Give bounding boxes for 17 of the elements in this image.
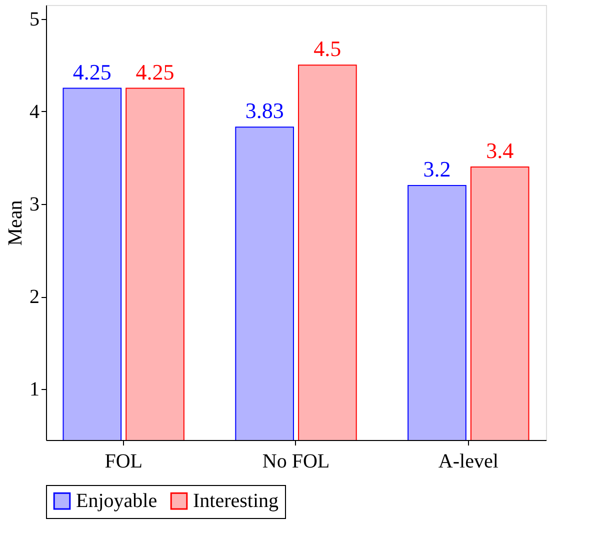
x-tick-label: A-level xyxy=(438,450,499,472)
y-tick-label: 4 xyxy=(30,100,40,123)
legend-label: Interesting xyxy=(193,490,279,512)
x-tick-label: No FOL xyxy=(262,450,330,472)
y-tick-label: 2 xyxy=(30,286,40,308)
data-label: 4.5 xyxy=(314,36,342,62)
y-tick-label: 3 xyxy=(30,193,40,216)
data-label: 4.25 xyxy=(136,59,174,84)
x-tick-label: FOL xyxy=(104,450,142,472)
data-label: 3.2 xyxy=(423,156,451,182)
data-label: 3.83 xyxy=(245,98,284,124)
y-tick-label: 1 xyxy=(30,378,40,401)
y-axis-title: Mean xyxy=(4,200,26,246)
data-label: 3.4 xyxy=(486,138,514,163)
y-tick-label: 5 xyxy=(30,8,40,30)
legend-label: Enjoyable xyxy=(76,490,158,512)
data-label: 4.25 xyxy=(72,59,112,84)
